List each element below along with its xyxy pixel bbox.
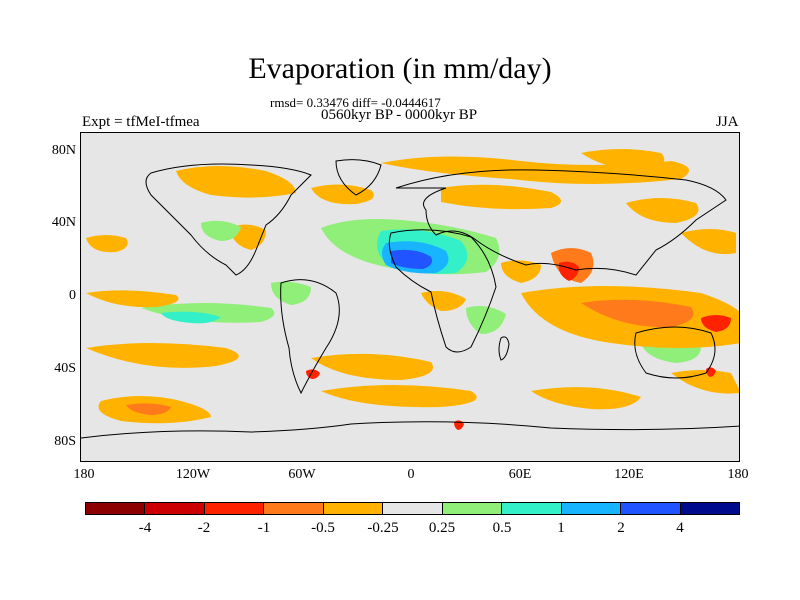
coastline-greenland: [335, 159, 382, 196]
coastline-antarctica: [81, 421, 739, 439]
x-tick-label: 60W: [288, 467, 316, 482]
coastline-south-america: [280, 279, 340, 395]
colorbar-swatch: [621, 503, 681, 514]
anomaly-patch: [86, 235, 128, 253]
anomaly-patch: [581, 149, 665, 170]
map-panel: [80, 132, 740, 462]
y-tick-label: 40S: [54, 361, 76, 376]
anomaly-patch: [176, 166, 296, 198]
stats-text: rmsd= 0.33476 diff= -0.0444617: [270, 95, 441, 110]
x-tick-label: 120E: [614, 467, 644, 482]
colorbar-label: 0.5: [492, 520, 512, 536]
coastline-north-america: [145, 163, 312, 276]
colorbar-swatch: [323, 503, 384, 514]
anomaly-patch: [626, 198, 699, 223]
coastline-australia: [634, 326, 716, 379]
y-tick-label: 80S: [54, 434, 76, 449]
coastlines: [81, 159, 739, 439]
colorbar-swatch: [86, 503, 146, 514]
anomaly-patch: [454, 420, 464, 430]
colorbar: [85, 502, 740, 515]
anomaly-patch: [681, 229, 736, 255]
colorbar-label: 0.25: [428, 520, 456, 536]
coastline-madagascar: [498, 336, 510, 361]
coastline-europe-asia: [395, 169, 727, 276]
anomaly-patch: [311, 353, 433, 380]
colorbar-swatch: [145, 503, 205, 514]
anomaly-patch: [701, 315, 731, 332]
anomaly-fields: [86, 149, 739, 430]
anomaly-patch: [531, 387, 641, 410]
anomaly-patch: [311, 184, 374, 205]
colorbar-label: 4: [676, 520, 684, 536]
experiment-label: Expt = tfMeI-tfmea: [82, 114, 200, 130]
colorbar-label: -4: [138, 520, 152, 536]
y-tick-label: 40N: [51, 215, 76, 230]
y-tick-label: 0: [69, 288, 76, 303]
chart-title: Evaporation (in mm/day): [248, 52, 552, 85]
anomaly-patch: [126, 403, 171, 415]
anomaly-patch: [271, 281, 311, 305]
anomaly-patch: [581, 299, 694, 328]
anomaly-patch: [391, 249, 432, 269]
colorbar-label: 2: [617, 520, 625, 536]
anomaly-patch: [201, 220, 241, 241]
anomaly-patch: [86, 290, 179, 308]
evaporation-map: [81, 149, 739, 439]
colorbar-swatch: [264, 503, 324, 514]
anomaly-patch: [141, 303, 275, 323]
colorbar-label: -0.5: [311, 520, 335, 536]
period-text: 0560kyr BP - 0000kyr BP: [321, 107, 478, 123]
anomaly-patch: [161, 311, 221, 324]
colorbar-swatch: [680, 503, 739, 514]
colorbar-label: -0.25: [367, 520, 399, 536]
colorbar-label: 1: [557, 520, 565, 536]
x-tick-label: 180: [73, 467, 95, 482]
y-tick-label: 80N: [51, 143, 76, 158]
anomaly-patch: [466, 306, 506, 334]
anomaly-patch: [421, 291, 466, 311]
colorbar-swatch: [383, 503, 443, 514]
colorbar-label: -2: [197, 520, 211, 536]
x-tick-label: 60E: [508, 467, 532, 482]
coastline-africa: [388, 229, 497, 353]
colorbar-swatch: [442, 503, 503, 514]
anomaly-patch: [501, 260, 541, 283]
colorbar-swatch: [561, 503, 622, 514]
colorbar-label: -1: [257, 520, 271, 536]
x-tick-label: 180: [727, 467, 749, 482]
x-tick-label: 120W: [175, 467, 211, 482]
anomaly-patch: [441, 184, 561, 210]
colorbar-swatch: [204, 503, 265, 514]
colorbar-swatch: [502, 503, 562, 514]
anomaly-patch: [231, 224, 266, 250]
anomaly-patch: [671, 370, 739, 394]
anomaly-patch: [321, 385, 477, 408]
x-tick-label: 0: [407, 467, 415, 482]
season-label: JJA: [716, 114, 739, 130]
anomaly-patch: [86, 343, 239, 368]
